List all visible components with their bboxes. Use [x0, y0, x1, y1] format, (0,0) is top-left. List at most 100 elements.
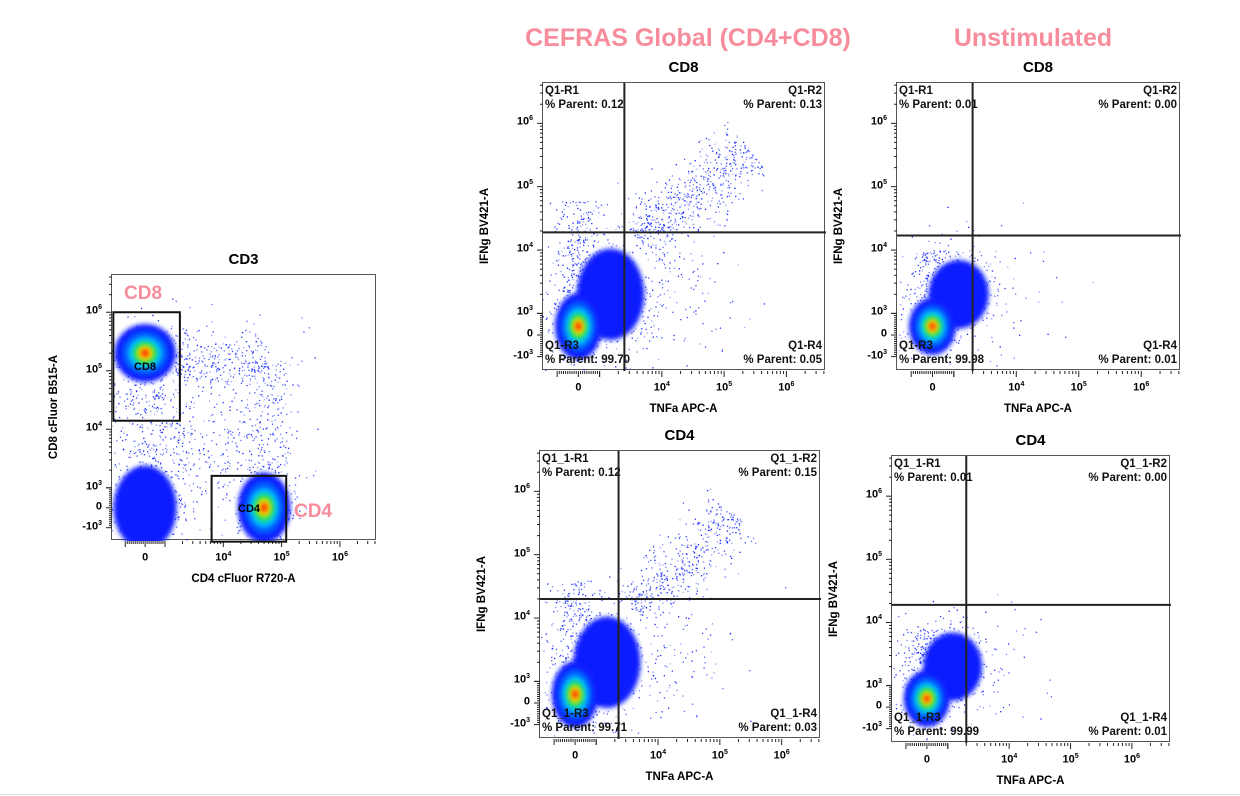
- event-dot: [169, 585, 170, 586]
- gate-cd8[interactable]: [112, 311, 181, 422]
- event-dot: [141, 417, 144, 419]
- event-dot: [601, 273, 603, 275]
- event-dot: [226, 493, 228, 495]
- event-dot: [554, 663, 557, 665]
- event-dot: [600, 649, 602, 651]
- event-dot: [118, 403, 120, 405]
- event-dot: [122, 520, 125, 523]
- event-dot: [752, 154, 754, 156]
- event-dot: [146, 451, 149, 453]
- event-dot: [692, 184, 694, 186]
- event-dot: [614, 651, 616, 653]
- event-dot: [680, 204, 683, 206]
- event-dot: [236, 341, 238, 343]
- event-dot: [933, 252, 936, 254]
- event-dot: [188, 367, 190, 369]
- event-dot: [275, 369, 277, 371]
- event-dot: [606, 204, 608, 206]
- event-dot: [948, 303, 950, 305]
- event-dot: [557, 264, 560, 266]
- event-dot: [171, 424, 173, 426]
- event-dot: [262, 396, 264, 398]
- event-dot: [615, 655, 617, 657]
- event-dot: [647, 237, 649, 240]
- event-dot: [663, 263, 666, 266]
- event-dot: [657, 358, 660, 361]
- event-dot: [189, 354, 191, 356]
- event-dot: [939, 295, 941, 297]
- event-dot: [177, 372, 179, 375]
- event-dot: [568, 268, 571, 271]
- event-dot: [664, 210, 666, 212]
- event-dot: [1019, 334, 1021, 336]
- event-dot: [958, 319, 960, 322]
- event-dot: [639, 668, 641, 670]
- event-dot: [581, 660, 584, 662]
- event-dot: [584, 633, 586, 636]
- event-dot: [135, 384, 137, 386]
- event-dot: [178, 498, 180, 500]
- y-tick-label: 105: [870, 178, 887, 192]
- event-dot: [934, 270, 937, 272]
- event-dot: [582, 269, 584, 271]
- event-dot: [640, 224, 642, 226]
- event-dot: [575, 632, 577, 634]
- event-dot: [555, 606, 557, 609]
- event-dot: [900, 337, 902, 340]
- event-dot: [683, 258, 685, 260]
- event-dot: [556, 309, 558, 311]
- event-dot: [210, 387, 212, 389]
- event-dot: [182, 471, 184, 473]
- y-tick-label: -103: [82, 519, 102, 533]
- event-dot: [277, 363, 279, 365]
- event-dot: [974, 355, 976, 357]
- event-dot: [201, 491, 203, 493]
- event-dot: [137, 516, 139, 518]
- event-dot: [292, 384, 294, 386]
- event-dot: [245, 341, 248, 343]
- event-dot: [752, 166, 754, 168]
- event-dot: [656, 218, 658, 220]
- event-dot: [930, 289, 932, 291]
- event-dot: [936, 283, 939, 286]
- event-dot: [689, 189, 691, 191]
- event-dot: [605, 303, 608, 305]
- event-dot: [696, 168, 698, 170]
- event-dot: [153, 458, 155, 460]
- event-dot: [213, 461, 215, 463]
- event-dot: [567, 206, 569, 208]
- event-dot: [212, 355, 214, 357]
- event-dot: [128, 529, 130, 531]
- event-dot: [265, 363, 267, 365]
- event-dot: [613, 664, 615, 666]
- event-dot: [1013, 278, 1015, 280]
- event-dot: [136, 522, 138, 524]
- event-dot: [235, 352, 237, 354]
- event-dot: [635, 313, 637, 315]
- event-dot: [161, 422, 163, 424]
- event-dot: [572, 247, 574, 250]
- event-dot: [299, 510, 301, 512]
- gate-cd4[interactable]: [210, 474, 288, 543]
- event-dot: [744, 146, 746, 148]
- event-dot: [613, 313, 615, 316]
- event-dot: [650, 246, 652, 248]
- event-dot: [938, 262, 940, 264]
- event-dot: [978, 283, 980, 285]
- event-dot: [151, 466, 153, 468]
- event-dot: [282, 455, 284, 457]
- event-dot: [167, 474, 169, 477]
- event-dot: [261, 410, 263, 413]
- event-dot: [673, 334, 675, 337]
- event-dot: [158, 500, 160, 503]
- event-dot: [571, 658, 573, 660]
- event-dot: [178, 442, 180, 444]
- event-dot: [720, 184, 722, 186]
- event-dot: [137, 468, 139, 470]
- event-dot: [999, 261, 1001, 263]
- event-dot: [556, 299, 559, 301]
- event-dot: [201, 390, 204, 392]
- event-dot: [671, 238, 673, 240]
- event-dot: [588, 665, 591, 667]
- event-dot: [229, 369, 231, 371]
